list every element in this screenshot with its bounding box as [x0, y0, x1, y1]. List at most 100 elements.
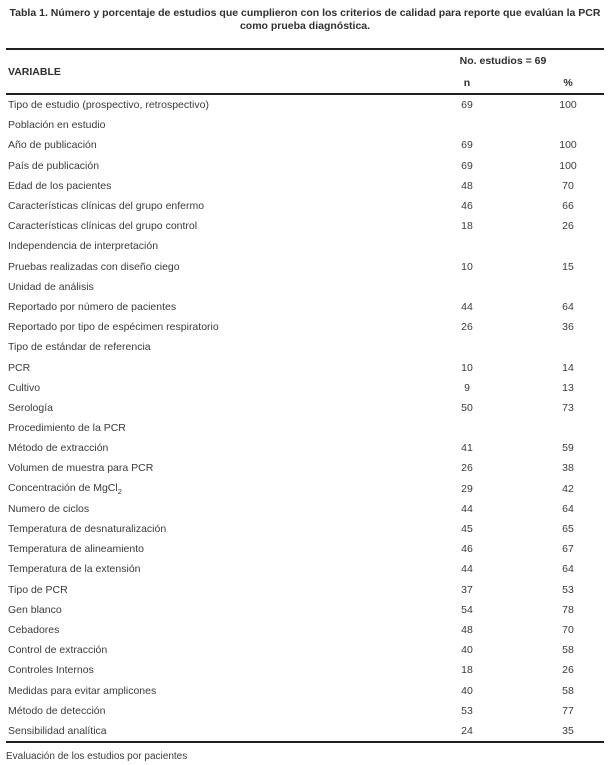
row-n-value: 40: [461, 684, 473, 697]
table-row: Temperatura de desnaturalización 45 65: [6, 519, 604, 539]
row-variable-label: Temperatura de alineamiento: [8, 543, 144, 556]
row-percent-value: [532, 337, 604, 357]
column-header-n: n: [402, 72, 532, 95]
table-row: País de publicación 69 100: [6, 156, 604, 176]
row-n-value: [402, 277, 532, 297]
row-percent-value: 67: [562, 543, 574, 556]
table-row: Concentración de MgCl2 29 42: [6, 479, 604, 499]
row-n-value: [402, 418, 532, 438]
table-row: Año de publicación 69 100: [6, 135, 604, 155]
row-percent-value: 58: [562, 644, 574, 657]
table-footnote: Evaluación de los estudios por pacientes: [6, 751, 188, 762]
row-variable-label: Unidad de análisis: [8, 280, 94, 293]
row-percent-value: 73: [562, 401, 574, 414]
row-variable-label: Cultivo: [8, 381, 41, 394]
table-row: Pruebas realizadas con diseño ciego 10 1…: [6, 257, 604, 277]
row-percent-value: [532, 277, 604, 297]
table-row: Cebadores 48 70: [6, 620, 604, 640]
table-row: Control de extracción 40 58: [6, 640, 604, 660]
table-row: Gen blanco 54 78: [6, 600, 604, 620]
table-row: Sensibilidad analítica 24 35: [6, 721, 604, 742]
table-row: PCR 10 14: [6, 357, 604, 377]
table-row: Reportado por tipo de espécimen respirat…: [6, 317, 604, 337]
row-percent-value: [532, 236, 604, 256]
row-variable-label: Población en estudio: [8, 119, 106, 132]
row-percent-value: 77: [562, 704, 574, 717]
table-row: Edad de los pacientes 48 70: [6, 176, 604, 196]
row-percent-value: 65: [562, 523, 574, 536]
table-row: Método de detección 53 77: [6, 701, 604, 721]
row-variable-label: Reportado por tipo de espécimen respirat…: [8, 321, 219, 334]
row-n-value: 26: [461, 321, 473, 334]
row-n-value: 46: [461, 200, 473, 213]
column-header-variable: VARIABLE: [6, 49, 402, 95]
table-row: Reportado por número de pacientes 44 64: [6, 297, 604, 317]
row-variable-label: Independencia de interpretación: [8, 240, 159, 253]
row-n-value: 50: [461, 401, 473, 414]
row-variable-label: Método de detección: [8, 704, 106, 717]
table-row: Medidas para evitar amplicones 40 58: [6, 680, 604, 700]
column-group-header-no-estudios: No. estudios = 69: [459, 55, 547, 67]
row-variable-label: Volumen de muestra para PCR: [8, 462, 154, 475]
table-row: Cultivo 9 13: [6, 378, 604, 398]
row-percent-value: 70: [562, 179, 574, 192]
table-row: Tipo de estudio (prospectivo, retrospect…: [6, 94, 604, 115]
row-n-value: 44: [461, 300, 473, 313]
row-percent-value: 70: [562, 623, 574, 636]
row-variable-label: Características clínicas del grupo contr…: [8, 220, 198, 233]
row-variable-label: País de publicación: [8, 159, 100, 172]
row-percent-value: 64: [562, 502, 574, 515]
row-variable-label: Año de publicación: [8, 139, 97, 152]
table-row: Serología 50 73: [6, 398, 604, 418]
table-row: Temperatura de alineamiento 46 67: [6, 539, 604, 559]
row-n-value: [402, 337, 532, 357]
row-percent-value: 100: [559, 99, 577, 112]
column-header-percent: %: [532, 72, 604, 95]
row-variable-label: Temperatura de desnaturalización: [8, 523, 167, 536]
row-percent-value: 26: [562, 220, 574, 233]
table-row: Características clínicas del grupo contr…: [6, 216, 604, 236]
row-n-value: 18: [461, 220, 473, 233]
table-header: VARIABLE No. estudios = 69 n %: [6, 49, 604, 95]
row-percent-value: 26: [562, 664, 574, 677]
table-row: Controles Internos 18 26: [6, 660, 604, 680]
table-row: Independencia de interpretación: [6, 236, 604, 256]
row-n-value: 44: [461, 563, 473, 576]
row-n-value: 10: [461, 361, 473, 374]
row-variable-label: Numero de ciclos: [8, 502, 90, 515]
row-percent-value: 64: [562, 300, 574, 313]
row-variable-label: Procedimiento de la PCR: [8, 422, 126, 435]
row-variable-label: Medidas para evitar amplicones: [8, 684, 157, 697]
table-row: Población en estudio: [6, 115, 604, 135]
row-variable-label: PCR: [8, 361, 31, 374]
row-n-value: 46: [461, 543, 473, 556]
row-variable-label: Tipo de PCR: [8, 583, 68, 596]
table-row: Método de extracción 41 59: [6, 438, 604, 458]
row-n-value: 53: [461, 704, 473, 717]
row-variable-label: Método de extracción: [8, 442, 109, 455]
row-variable-label: Tipo de estudio (prospectivo, retrospect…: [8, 99, 209, 112]
row-percent-value: [532, 418, 604, 438]
row-n-value: 45: [461, 523, 473, 536]
row-variable-label: Cebadores: [8, 623, 60, 636]
row-percent-value: 78: [562, 603, 574, 616]
row-n-value: [402, 236, 532, 256]
row-n-value: 40: [461, 644, 473, 657]
row-n-value: 10: [461, 260, 473, 273]
row-n-value: 69: [461, 159, 473, 172]
table-row: Tipo de estándar de referencia: [6, 337, 604, 357]
row-variable-label: Reportado por número de pacientes: [8, 300, 177, 313]
row-percent-value: 66: [562, 200, 574, 213]
row-percent-value: 42: [562, 482, 574, 495]
row-percent-value: 64: [562, 563, 574, 576]
row-variable-label: Control de extracción: [8, 644, 108, 657]
row-n-value: [402, 115, 532, 135]
quality-criteria-table: VARIABLE No. estudios = 69 n % Tipo de e…: [6, 48, 604, 743]
row-variable-label: Serología: [8, 401, 53, 414]
row-n-value: 48: [461, 179, 473, 192]
row-variable-label: Edad de los pacientes: [8, 179, 112, 192]
row-n-value: 26: [461, 462, 473, 475]
table-title: Tabla 1. Número y porcentaje de estudios…: [9, 7, 601, 32]
table-row: Unidad de análisis: [6, 277, 604, 297]
